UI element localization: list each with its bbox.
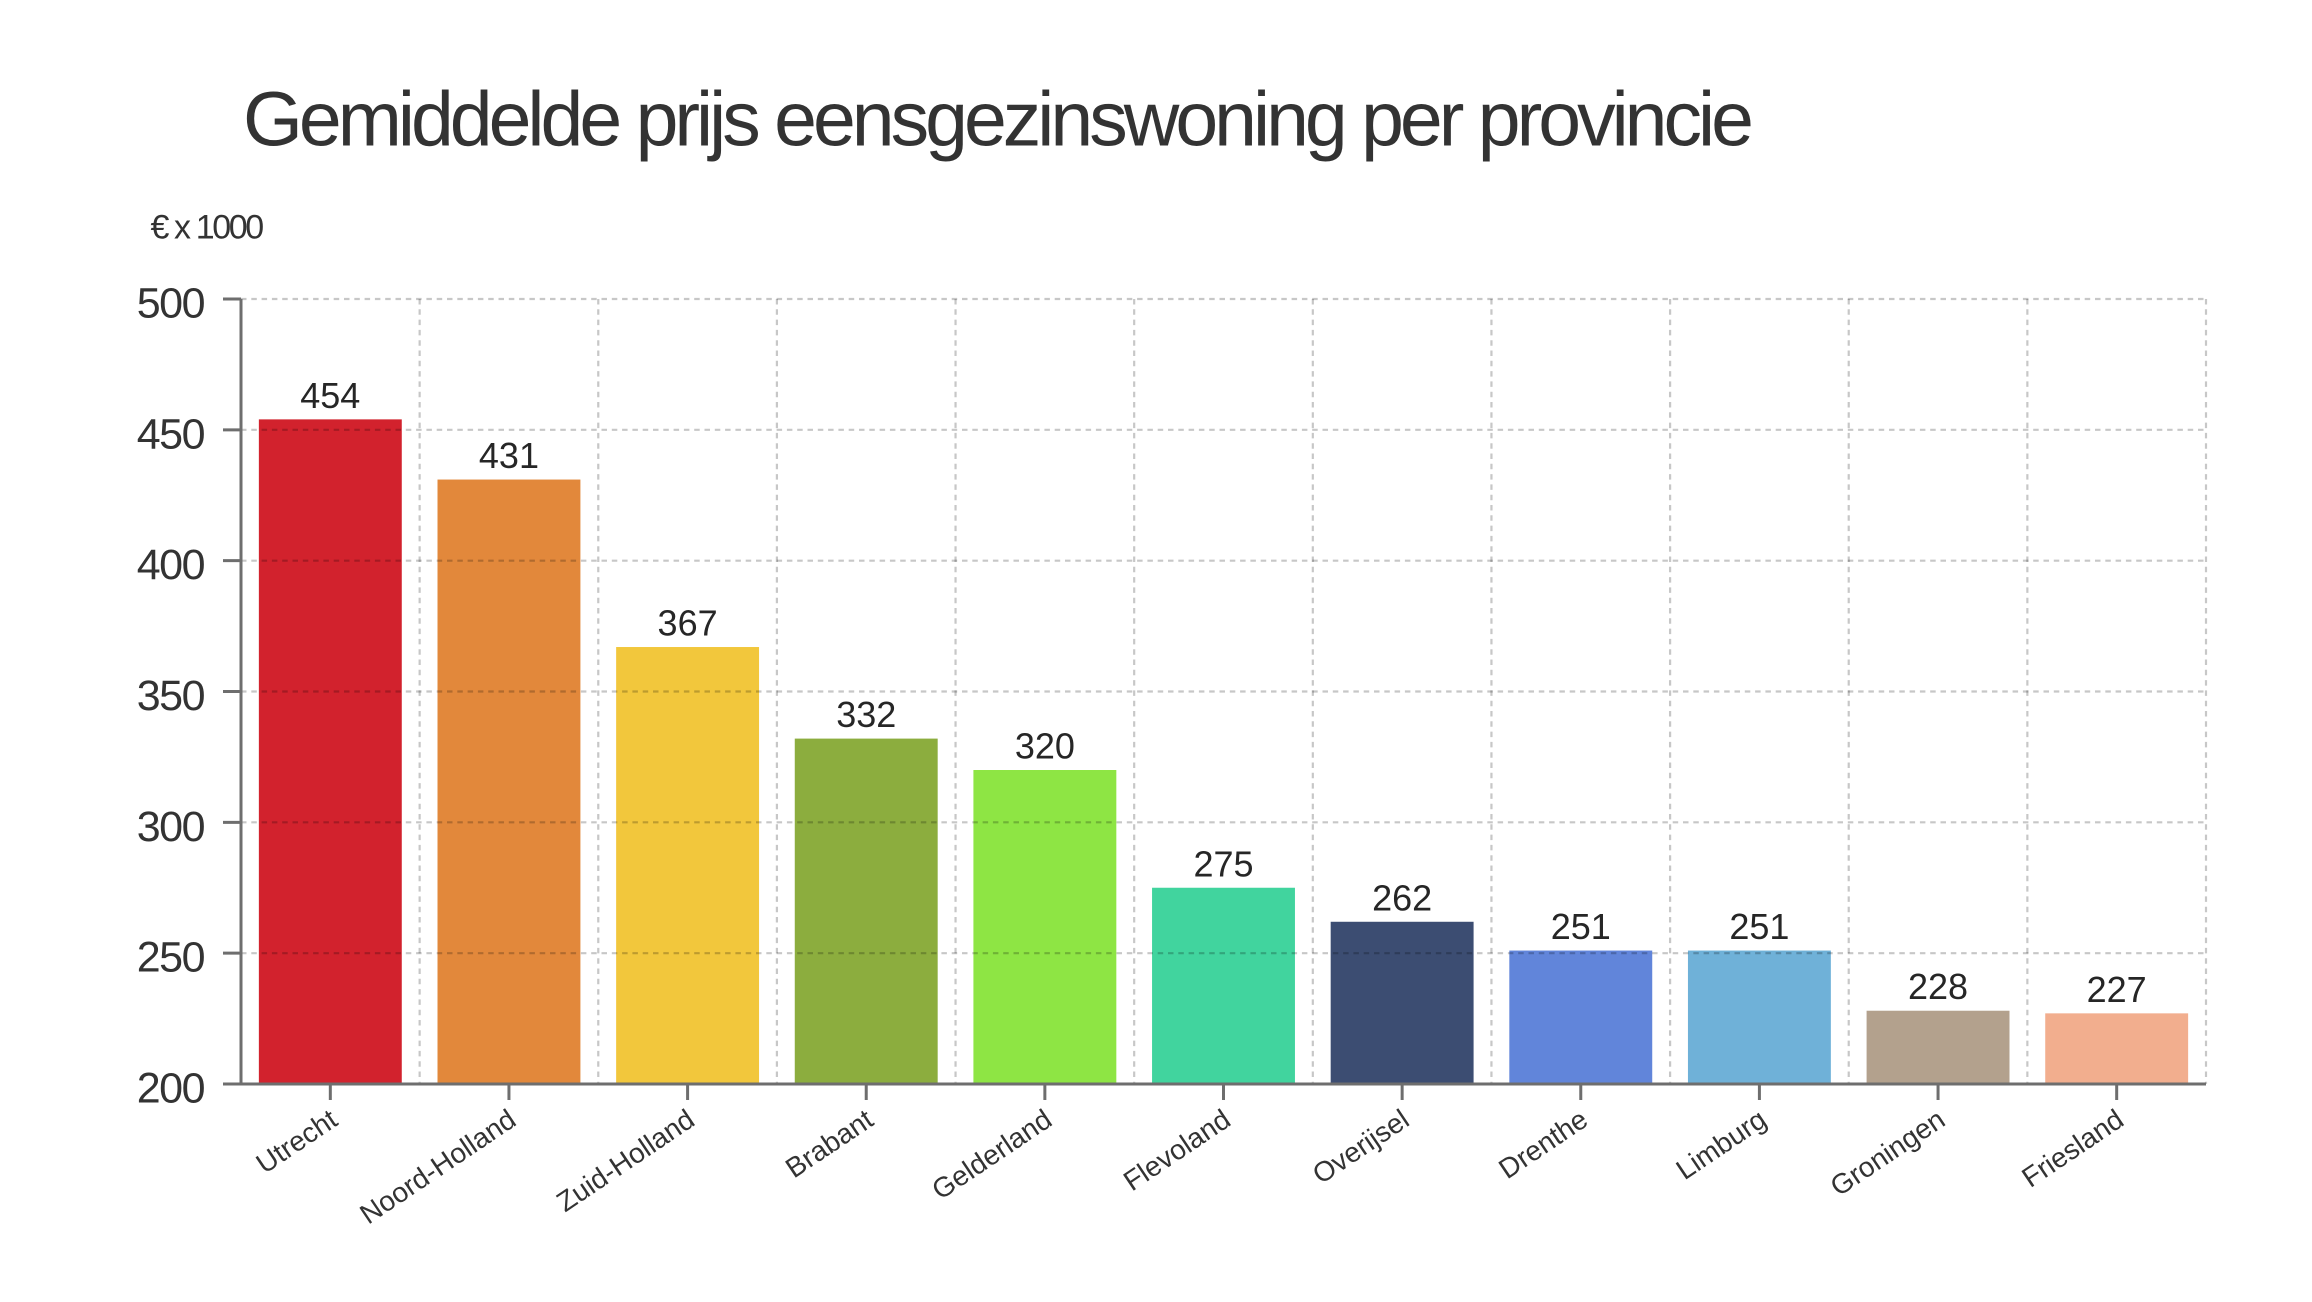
svg-text:275: 275	[1193, 843, 1253, 884]
svg-text:227: 227	[2087, 969, 2147, 1010]
svg-text:400: 400	[137, 541, 205, 589]
svg-text:367: 367	[658, 603, 718, 644]
svg-text:251: 251	[1729, 906, 1789, 947]
svg-text:350: 350	[137, 672, 205, 720]
svg-text:500: 500	[137, 280, 205, 328]
svg-text:431: 431	[479, 435, 539, 476]
svg-text:Gemiddelde prijs eensgezinswon: Gemiddelde prijs eensgezinswoning per pr…	[243, 77, 1751, 163]
svg-text:250: 250	[137, 934, 205, 982]
svg-text:200: 200	[137, 1065, 205, 1113]
svg-text:300: 300	[137, 803, 205, 851]
svg-text:320: 320	[1015, 726, 1075, 767]
svg-text:454: 454	[300, 375, 360, 416]
svg-text:332: 332	[836, 694, 896, 735]
svg-text:€ x 1000: € x 1000	[151, 209, 264, 247]
svg-text:262: 262	[1372, 877, 1432, 918]
svg-text:228: 228	[1908, 966, 1968, 1007]
svg-text:450: 450	[137, 410, 205, 458]
svg-text:251: 251	[1551, 906, 1611, 947]
